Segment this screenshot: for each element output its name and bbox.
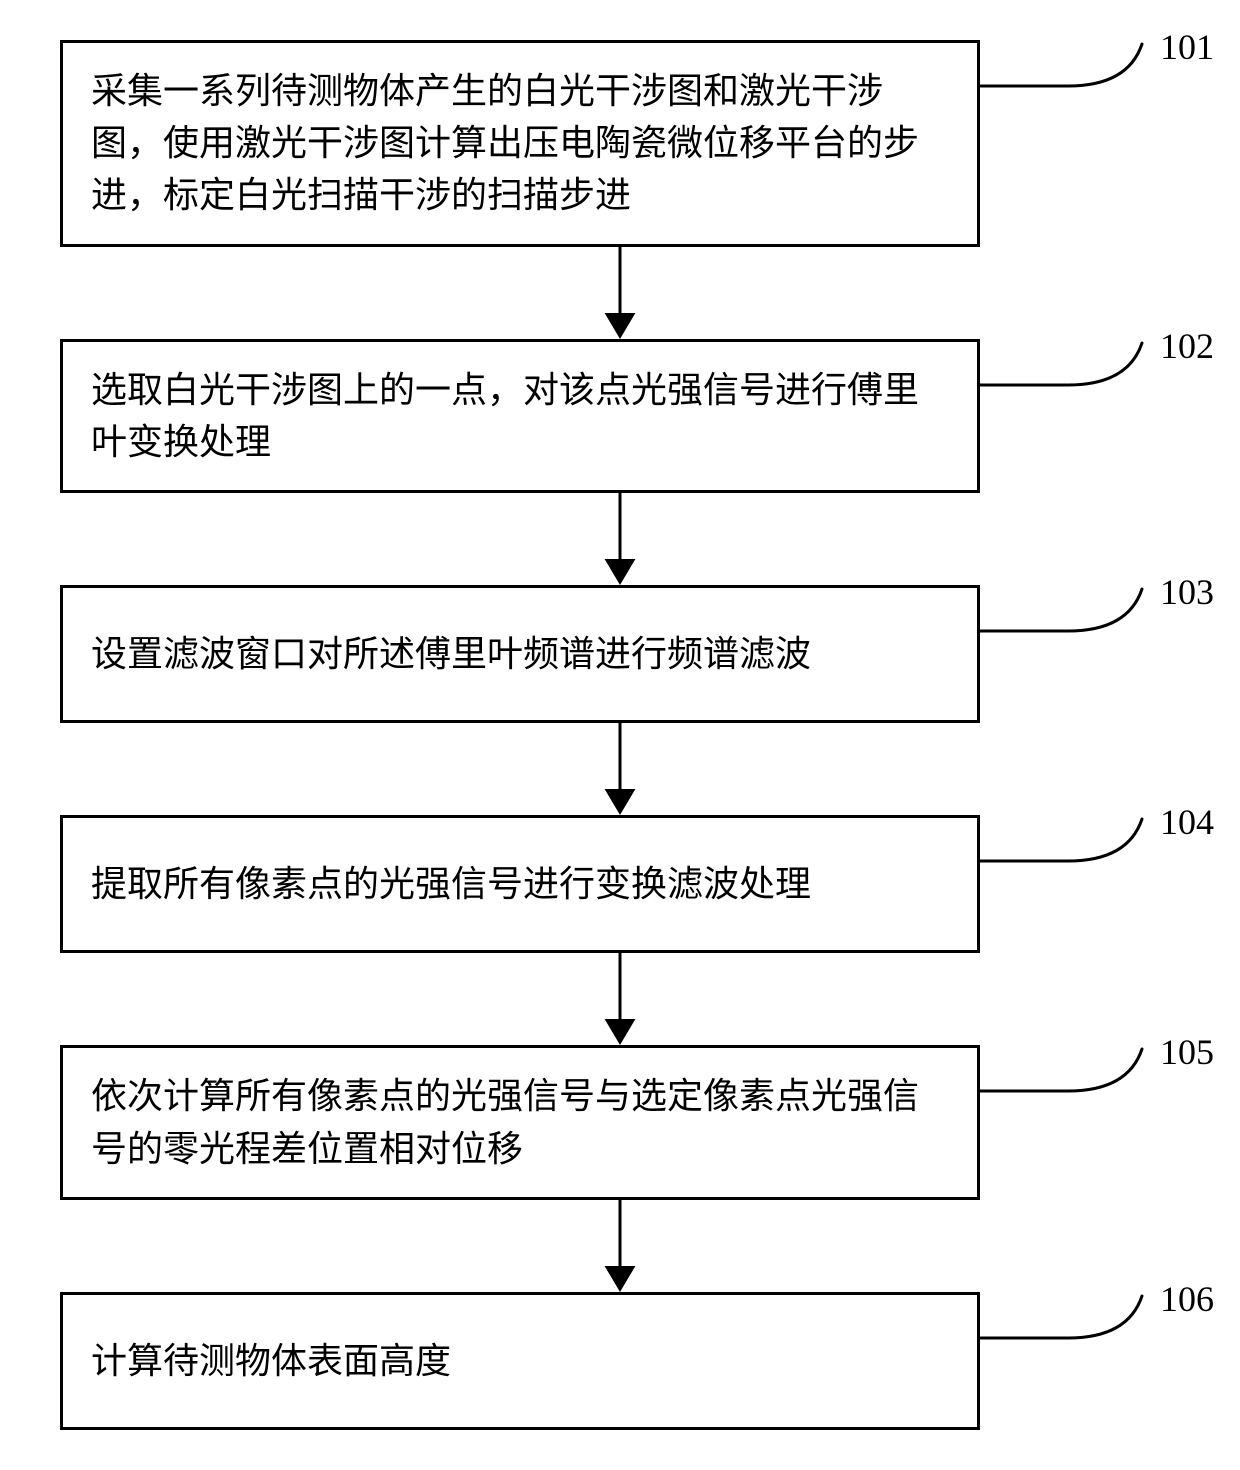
flow-step-103: 设置滤波窗口对所述傅里叶频谱进行频谱滤波 103 <box>60 585 1180 723</box>
flow-arrow <box>596 1200 644 1292</box>
flow-step-106: 计算待测物体表面高度 106 <box>60 1292 1180 1430</box>
flow-arrow <box>596 953 644 1045</box>
step-callout: 102 <box>978 335 1214 391</box>
step-box: 计算待测物体表面高度 <box>60 1292 980 1430</box>
step-number: 102 <box>1160 325 1214 367</box>
step-callout: 101 <box>978 36 1214 92</box>
step-box: 依次计算所有像素点的光强信号与选定像素点光强信号的零光程差位置相对位移 <box>60 1045 980 1199</box>
step-number: 105 <box>1160 1031 1214 1073</box>
flowchart-root: 采集一系列待测物体产生的白光干涉图和激光干涉图，使用激光干涉图计算出压电陶瓷微位… <box>60 40 1180 1430</box>
step-callout: 104 <box>978 811 1214 867</box>
step-number: 101 <box>1160 26 1214 68</box>
step-number: 106 <box>1160 1278 1214 1320</box>
flow-arrow <box>596 493 644 585</box>
flow-step-104: 提取所有像素点的光强信号进行变换滤波处理 104 <box>60 815 1180 953</box>
step-callout: 106 <box>978 1288 1214 1344</box>
step-number: 104 <box>1160 801 1214 843</box>
flow-step-105: 依次计算所有像素点的光强信号与选定像素点光强信号的零光程差位置相对位移 105 <box>60 1045 1180 1199</box>
step-box: 选取白光干涉图上的一点，对该点光强信号进行傅里叶变换处理 <box>60 339 980 493</box>
step-number: 103 <box>1160 571 1214 613</box>
step-box: 提取所有像素点的光强信号进行变换滤波处理 <box>60 815 980 953</box>
step-box: 采集一系列待测物体产生的白光干涉图和激光干涉图，使用激光干涉图计算出压电陶瓷微位… <box>60 40 980 247</box>
step-box: 设置滤波窗口对所述傅里叶频谱进行频谱滤波 <box>60 585 980 723</box>
step-callout: 103 <box>978 581 1214 637</box>
flow-arrow <box>596 723 644 815</box>
flow-step-102: 选取白光干涉图上的一点，对该点光强信号进行傅里叶变换处理 102 <box>60 339 1180 493</box>
flow-step-101: 采集一系列待测物体产生的白光干涉图和激光干涉图，使用激光干涉图计算出压电陶瓷微位… <box>60 40 1180 247</box>
step-callout: 105 <box>978 1041 1214 1097</box>
flow-arrow <box>596 247 644 339</box>
